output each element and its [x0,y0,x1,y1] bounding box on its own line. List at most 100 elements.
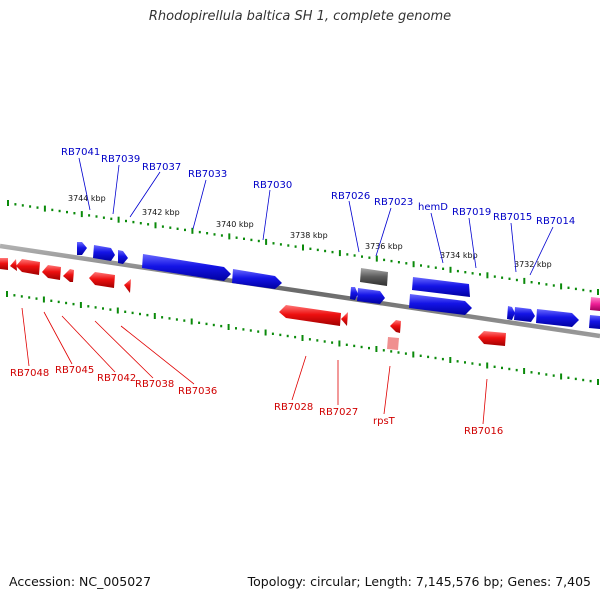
gene-label[interactable]: RB7039 [101,154,140,165]
major-tick [117,216,120,223]
minor-tick [464,271,467,274]
gene-label[interactable]: RB7045 [55,365,94,376]
gene-label[interactable]: rpsT [373,416,396,427]
minor-tick [404,352,407,355]
gene-arrow[interactable] [536,309,579,327]
map-title: Rhodopirellula baltica SH 1, complete ge… [148,9,452,24]
scale-ticks-top [7,200,599,295]
minor-tick [316,248,319,252]
gene-arrow[interactable] [412,277,470,297]
gene-arrow[interactable] [63,269,74,282]
minor-tick [545,373,548,376]
gene-arrow[interactable] [350,287,358,300]
minor-tick [383,258,386,262]
gene-arrow[interactable] [118,250,128,264]
minor-tick [14,203,17,206]
gene-arrow[interactable] [89,272,115,288]
gene-label[interactable]: RB7048 [10,368,49,379]
minor-tick [176,227,179,230]
gene-label[interactable]: RB7037 [142,162,181,173]
minor-tick [501,366,503,370]
gene-arrow[interactable] [279,305,341,326]
gene-arrow[interactable] [478,331,506,346]
minor-tick [346,253,349,256]
gene-arrow[interactable] [42,265,61,280]
gene-arrow[interactable] [409,294,472,315]
minor-tick [478,363,481,366]
minor-tick [589,379,592,383]
minor-tick [250,238,253,242]
minor-tick [168,317,171,320]
minor-tick [508,367,511,371]
minor-tick [73,212,76,215]
major-tick [42,296,45,303]
minor-tick [368,346,370,350]
minor-tick [434,266,437,269]
minor-tick [146,313,149,317]
minor-tick [272,242,275,245]
major-tick [486,272,489,279]
gene-label[interactable]: RB7019 [452,207,491,218]
major-tick [227,324,230,330]
gene-label[interactable]: RB7033 [188,169,227,180]
gene-label[interactable]: RB7014 [536,216,575,227]
minor-tick [287,244,290,247]
minor-tick [139,312,141,316]
gene-arrow[interactable] [77,242,87,255]
gene-arrow[interactable] [10,259,17,271]
minor-tick [184,228,186,232]
gene-arrow[interactable] [16,259,40,275]
gene-arrow[interactable] [142,254,231,281]
gene-arrow[interactable] [232,269,282,289]
minor-tick [65,301,68,305]
gene-arrow[interactable] [507,306,515,320]
gene-label[interactable]: RB7041 [61,147,100,158]
kbp-label: 3744 kbp [68,194,106,203]
major-tick [264,329,267,336]
gene-label[interactable]: RB7016 [464,426,503,437]
gene-arrow[interactable] [124,279,131,293]
major-tick [523,277,526,284]
gene-label[interactable]: RB7038 [135,379,174,390]
minor-tick [124,310,127,313]
gene-arrow[interactable] [0,258,8,270]
gene-label[interactable]: RB7036 [178,386,217,397]
gene-label[interactable]: RB7042 [97,373,136,384]
gene-label[interactable]: hemD [418,202,448,213]
major-tick [154,222,157,229]
gene-label[interactable]: RB7026 [331,191,370,202]
major-tick [597,379,599,385]
rna-feature[interactable] [387,337,399,350]
gene-arrow[interactable] [589,315,600,329]
minor-tick [125,219,127,223]
minor-tick [58,209,61,213]
pink-feature[interactable] [590,297,600,311]
major-tick [560,283,563,290]
minor-tick [441,357,444,361]
forward-leader-lines [78,157,554,276]
major-tick [338,340,341,347]
major-tick [302,244,304,251]
gene-label[interactable]: RB7027 [319,407,358,418]
minor-tick [545,283,548,286]
minor-tick [147,223,150,226]
kbp-labels: 3744 kbp 3742 kbp 3740 kbp 3738 kbp 3736… [68,194,552,269]
major-tick [523,368,526,374]
gene-arrow[interactable] [93,245,115,261]
minor-tick [131,311,134,315]
minor-tick [161,225,164,228]
gene-arrow[interactable] [390,320,401,333]
gene-label[interactable]: RB7015 [493,212,532,223]
gene-label[interactable]: RB7030 [253,180,292,191]
major-tick [338,250,341,257]
gene-label[interactable]: RB7028 [274,402,313,413]
gene-arrow[interactable] [341,312,348,326]
gene-label[interactable]: RB7023 [374,197,413,208]
major-tick [449,266,452,273]
minor-tick [66,210,68,214]
gene-arrow[interactable] [514,307,535,322]
gray-feature[interactable] [360,268,388,286]
gene-arrow[interactable] [357,288,385,304]
minor-tick [368,256,371,259]
minor-tick [294,245,297,248]
